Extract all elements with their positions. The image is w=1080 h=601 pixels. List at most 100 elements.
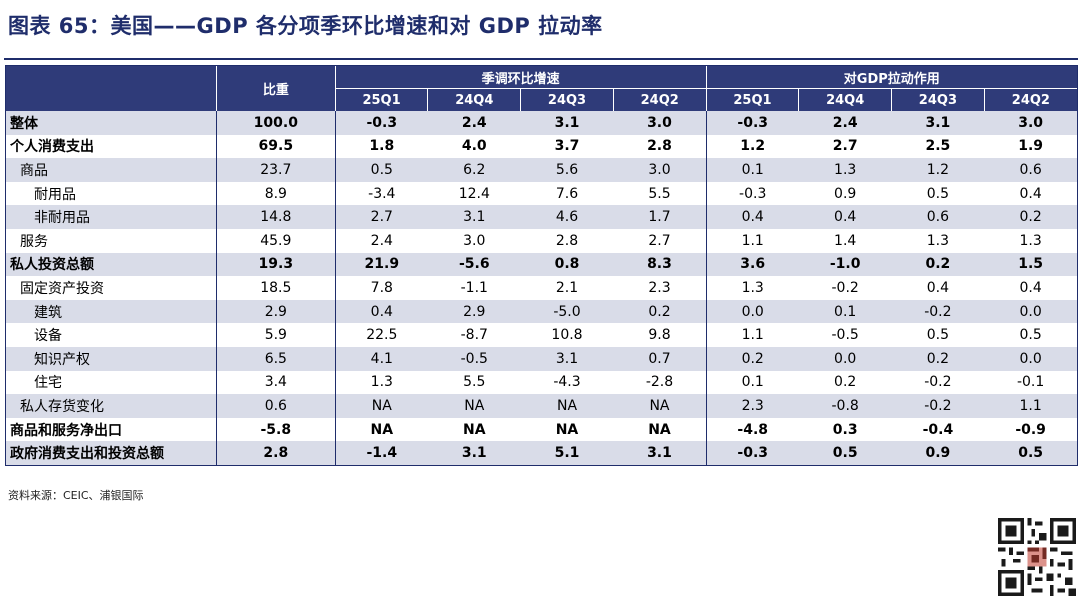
- row-label: 服务: [20, 233, 48, 250]
- contribution-cell: 0.2: [891, 252, 985, 277]
- contribution-cell: 0.3: [832, 421, 858, 438]
- header-group-growth: 季调环比增速: [334, 66, 707, 89]
- contribution-cell: 1.5: [984, 252, 1077, 277]
- weight-cell: 18.5: [215, 276, 336, 300]
- growth-cell: 7.8: [334, 276, 428, 300]
- growth-cell: NA: [648, 421, 671, 438]
- contribution-cell: 1.2: [705, 134, 799, 159]
- growth-cell: 3.0: [463, 232, 486, 249]
- table-row: 私人投资总额 19.3 21.9 -5.6 0.8 8.3 3.6 -1.0 0.2 1.5: [6, 252, 1077, 277]
- weight-cell: 45.9: [215, 228, 336, 253]
- contribution-cell: 3.1: [891, 111, 985, 135]
- weight-cell: 3.4: [215, 370, 336, 395]
- growth-cell: 4.1: [334, 346, 428, 371]
- gdp-table-container: 比重 季调环比增速 对GDP拉动作用 25Q1 24Q4 24Q3 24Q2 2…: [5, 65, 1078, 466]
- table-row: 个人消费支出 69.5 1.8 4.0 3.7 2.8 1.2 2.7 2.5 1.9: [6, 134, 1077, 159]
- growth-cell: 2.4: [427, 111, 521, 135]
- contribution-cell: 2.4: [798, 111, 892, 135]
- row-label: 非耐用品: [6, 205, 217, 229]
- growth-cell: 21.9: [334, 252, 428, 277]
- contribution-cell: 0.2: [984, 205, 1077, 229]
- growth-cell: 4.6: [520, 205, 614, 229]
- growth-cell: -5.0: [520, 299, 614, 324]
- header-quarter: 24Q2: [612, 88, 707, 111]
- growth-cell: 3.1: [520, 111, 614, 135]
- contribution-cell: 0.9: [834, 185, 857, 202]
- row-label: 住宅: [34, 375, 62, 392]
- growth-cell: 8.3: [613, 252, 707, 277]
- contribution-cell: 0.2: [705, 346, 799, 371]
- table-row: 耐用品 8.9 -3.4 12.4 7.6 5.5 -0.3 0.9 0.5 0.4: [6, 181, 1077, 206]
- contribution-cell: -0.3: [705, 111, 799, 135]
- row-label: 知识产权: [6, 346, 217, 371]
- growth-cell: NA: [463, 421, 486, 438]
- growth-cell: -8.7: [460, 327, 488, 344]
- contribution-cell: 0.6: [891, 205, 985, 229]
- growth-cell: 3.1: [520, 346, 614, 371]
- growth-cell: NA: [427, 394, 521, 418]
- contribution-cell: -0.9: [1015, 421, 1046, 438]
- growth-cell: 0.8: [520, 252, 614, 277]
- weight-cell: 8.9: [215, 181, 336, 206]
- contribution-cell: 0.4: [1019, 279, 1042, 296]
- growth-cell: 10.8: [551, 327, 583, 344]
- contribution-cell: -0.1: [1016, 374, 1045, 391]
- table-row: 非耐用品 14.8 2.7 3.1 4.6 1.7 0.4 0.4 0.6 0.2: [6, 205, 1077, 229]
- header-weight: 比重: [215, 66, 336, 111]
- growth-cell: -3.4: [334, 181, 428, 206]
- growth-cell: 1.3: [334, 370, 428, 395]
- table-row: 建筑 2.9 0.4 2.9 -5.0 0.2 0.0 0.1 -0.2 0.0: [6, 299, 1077, 324]
- growth-cell: 5.5: [463, 374, 486, 391]
- contribution-cell: 1.3: [1019, 232, 1042, 249]
- growth-cell: 1.8: [334, 134, 428, 159]
- contribution-cell: 0.0: [705, 299, 799, 324]
- growth-cell: 2.7: [334, 205, 428, 229]
- growth-cell: -5.6: [427, 252, 521, 277]
- contribution-cell: 1.9: [1018, 138, 1044, 155]
- row-label: 耐用品: [34, 186, 76, 203]
- row-label: 商品和服务净出口: [10, 422, 122, 439]
- table-row: 商品 23.7 0.5 6.2 5.6 3.0 0.1 1.3 1.2 0.6: [6, 158, 1077, 182]
- contribution-cell: -0.8: [798, 394, 892, 418]
- growth-cell: 3.1: [427, 441, 521, 465]
- row-label: 商品: [6, 158, 217, 182]
- contribution-cell: 0.6: [984, 158, 1077, 182]
- weight-cell: 2.8: [215, 441, 336, 465]
- weight-cell: 2.9: [215, 299, 336, 324]
- contribution-cell: 0.4: [1019, 185, 1042, 202]
- growth-cell: -2.8: [645, 374, 674, 391]
- header-quarter: 25Q1: [705, 88, 799, 111]
- contribution-cell: 3.6: [705, 252, 799, 277]
- table-row: 私人存货变化 0.6 NA NA NA NA 2.3 -0.8 -0.2 1.1: [6, 394, 1077, 418]
- growth-cell: 3.7: [554, 138, 580, 155]
- table-row: 住宅 3.4 1.3 5.5 -4.3 -2.8 0.1 0.2 -0.2 -0.1: [6, 370, 1077, 395]
- growth-cell: NA: [520, 394, 614, 418]
- growth-cell: 7.6: [555, 185, 579, 202]
- contribution-cell: 3.0: [984, 111, 1077, 135]
- contribution-cell: 0.5: [926, 185, 950, 202]
- growth-cell: 12.4: [458, 185, 490, 202]
- table-row: 整体 100.0 -0.3 2.4 3.1 3.0 -0.3 2.4 3.1 3.0: [6, 111, 1077, 135]
- row-label: 设备: [34, 328, 62, 345]
- contribution-cell: -0.2: [891, 394, 985, 418]
- contribution-cell: 0.0: [984, 346, 1077, 371]
- table-row: 固定资产投资 18.5 7.8 -1.1 2.1 2.3 1.3 -0.2 0.4 0.4: [6, 276, 1077, 300]
- weight-cell: -5.8: [215, 417, 336, 442]
- contribution-cell: -4.8: [705, 417, 799, 442]
- growth-cell: 2.1: [555, 279, 579, 296]
- contribution-cell: 0.0: [984, 299, 1077, 324]
- contribution-cell: -0.2: [924, 374, 952, 391]
- growth-cell: 2.8: [647, 138, 672, 155]
- contribution-cell: 0.2: [891, 346, 985, 371]
- growth-cell: NA: [613, 394, 707, 418]
- contribution-cell: 0.9: [891, 441, 985, 465]
- growth-cell: 4.0: [461, 138, 487, 155]
- growth-cell: 3.1: [613, 441, 707, 465]
- gdp-table: 比重 季调环比增速 对GDP拉动作用 25Q1 24Q4 24Q3 24Q2 2…: [6, 66, 1077, 465]
- growth-cell: 2.7: [648, 232, 671, 249]
- contribution-cell: 1.1: [984, 394, 1077, 418]
- header-quarter: 25Q1: [334, 88, 428, 111]
- contribution-cell: -0.3: [705, 181, 799, 206]
- header-group-contribution: 对GDP拉动作用: [705, 66, 1077, 89]
- contribution-cell: -0.3: [705, 441, 799, 465]
